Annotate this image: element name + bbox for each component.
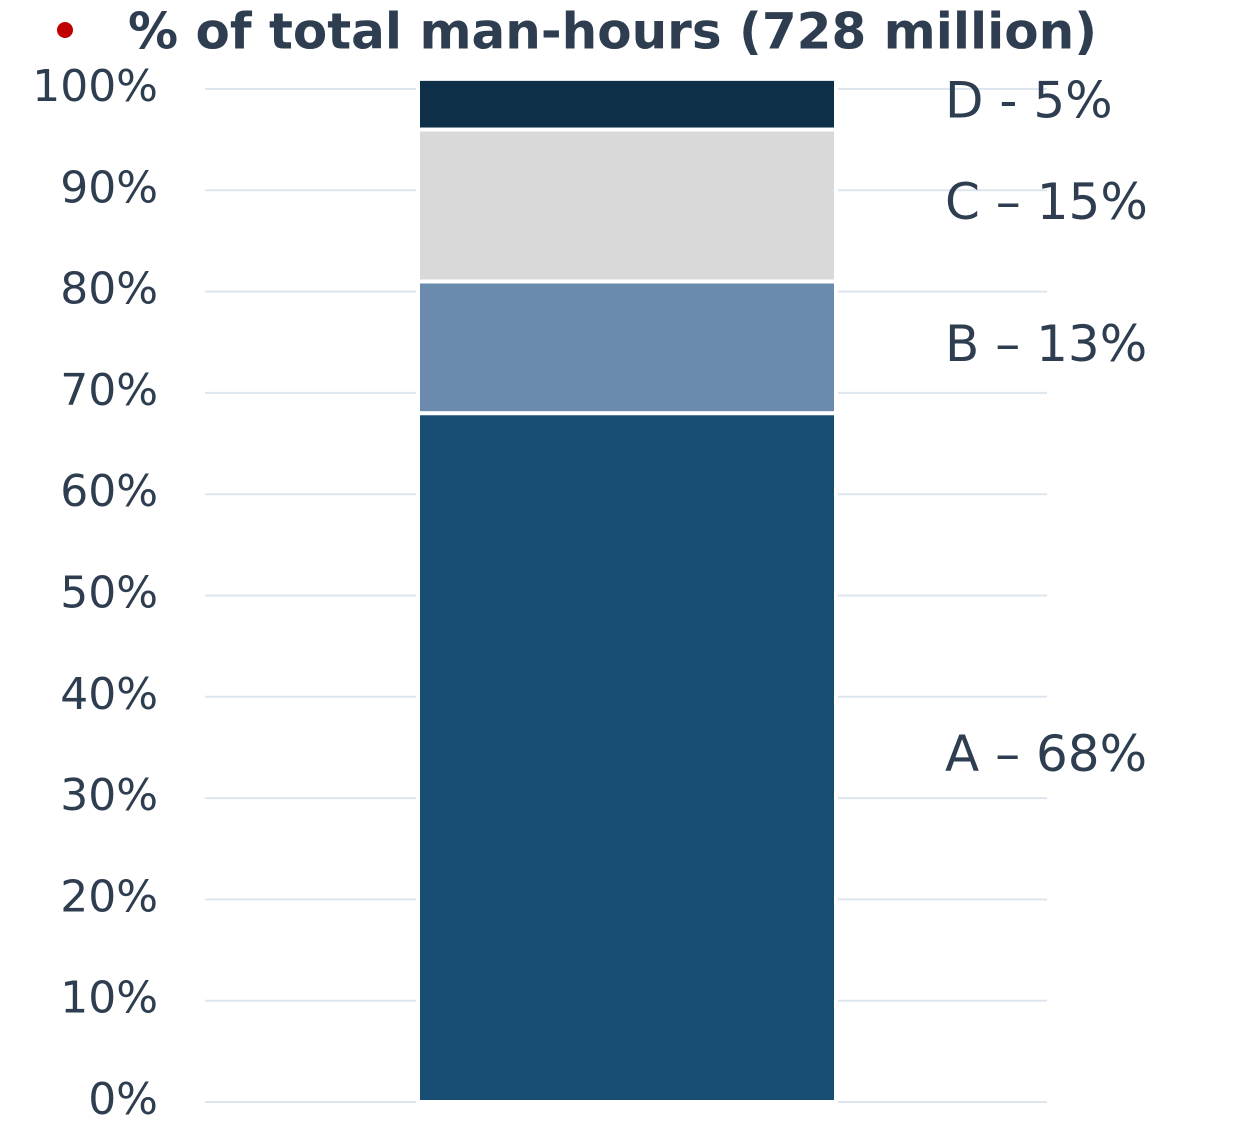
bar-segment bbox=[416, 76, 838, 132]
y-tick-label: 90% bbox=[60, 162, 158, 213]
bar-segment bbox=[416, 279, 838, 416]
y-tick-label: 70% bbox=[60, 365, 158, 416]
y-tick-label: 100% bbox=[32, 61, 158, 112]
y-tick-label: 0% bbox=[88, 1074, 158, 1125]
data-label: A – 68% bbox=[945, 725, 1147, 783]
data-label: C – 15% bbox=[945, 173, 1148, 231]
bar-segment bbox=[416, 411, 838, 1105]
y-tick-label: 20% bbox=[60, 871, 158, 922]
bar-segment bbox=[416, 127, 838, 284]
y-tick-label: 40% bbox=[60, 669, 158, 720]
title-bullet bbox=[57, 22, 73, 38]
y-tick-label: 10% bbox=[60, 973, 158, 1024]
y-tick-label: 80% bbox=[60, 264, 158, 315]
y-tick-label: 60% bbox=[60, 466, 158, 517]
y-tick-label: 30% bbox=[60, 770, 158, 821]
y-tick-label: 50% bbox=[60, 568, 158, 619]
data-label: B – 13% bbox=[945, 315, 1147, 373]
chart-title: % of total man-hours (728 million) bbox=[128, 3, 1097, 61]
data-label: D - 5% bbox=[945, 72, 1113, 130]
